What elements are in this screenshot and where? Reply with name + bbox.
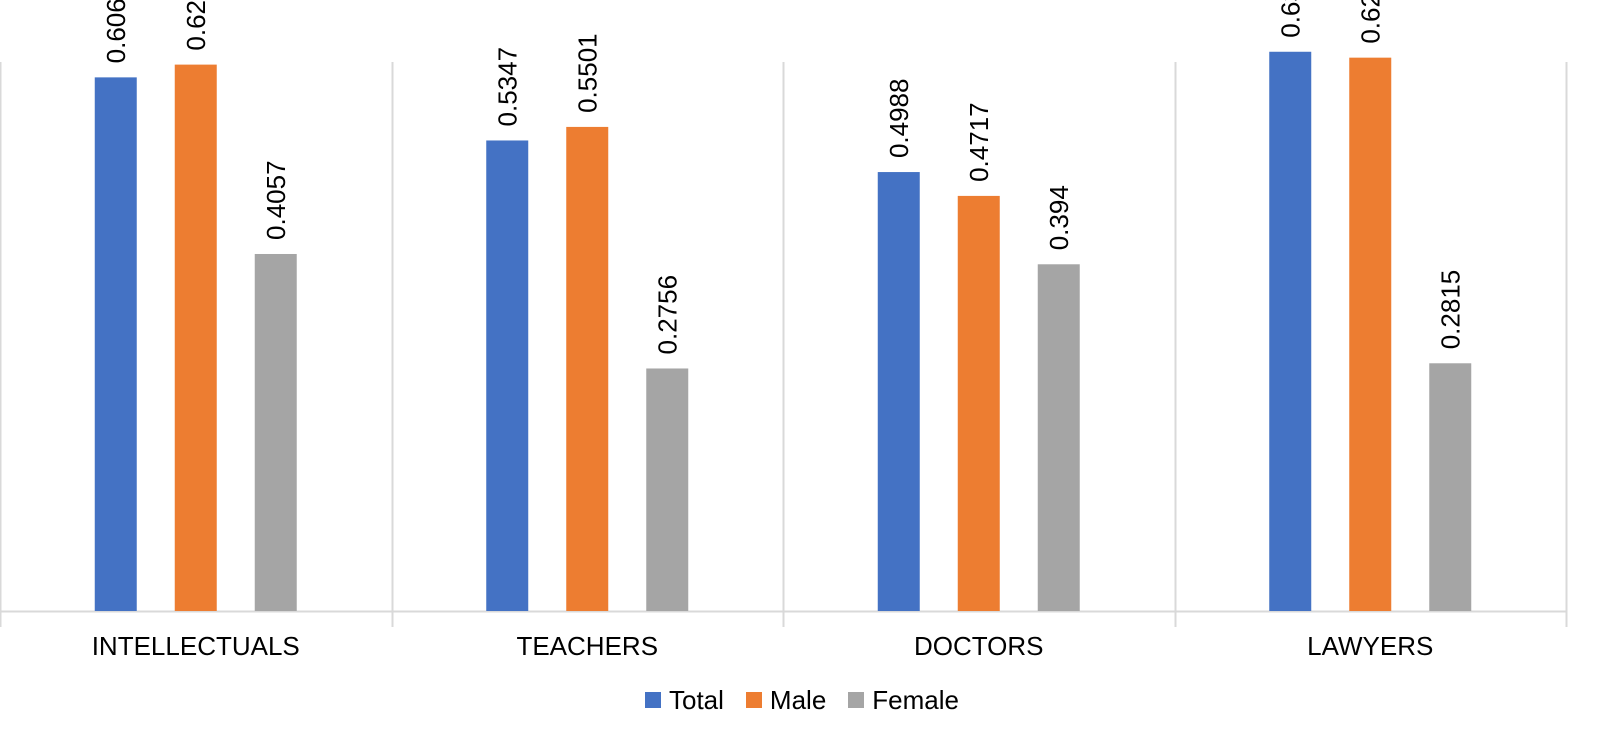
data-label-female-teachers: 0.2756: [652, 275, 682, 355]
legend-swatch-female: [848, 692, 865, 708]
legend-label-male: Male: [769, 684, 827, 715]
category-tick-label: TEACHERS: [516, 631, 658, 661]
legend-swatch-male: [745, 692, 762, 708]
data-label-female-intellectuals: 0.4057: [261, 160, 291, 240]
bar-male-lawyers: [1349, 57, 1392, 611]
bar-total-lawyers: [1269, 51, 1312, 611]
legend-item-total: Total: [645, 685, 724, 716]
bar-male-intellectuals: [174, 64, 217, 611]
data-label-male-lawyers: 0.6288: [1355, 0, 1385, 44]
bar-total-teachers: [486, 140, 529, 612]
category-tick-labels: INTELLECTUALS TEACHERS DOCTORS LAWYERS: [92, 631, 1434, 661]
category-tick-label: INTELLECTUALS: [92, 631, 300, 661]
legend-label-total: Total: [669, 684, 724, 715]
data-label-total-intellectuals: 0.6064: [101, 0, 131, 63]
data-label-total-teachers: 0.5347: [492, 47, 522, 127]
bars: [94, 51, 1472, 612]
bar-total-intellectuals: [94, 77, 137, 612]
legend-item-male: Male: [745, 684, 827, 716]
data-label-total-lawyers: 0.6355: [1275, 0, 1305, 38]
category-dividers: [0, 62, 1568, 627]
data-label-female-lawyers: 0.2815: [1435, 270, 1465, 350]
data-label-female-doctors: 0.394: [1044, 185, 1074, 250]
bar-male-teachers: [566, 126, 609, 612]
legend-label-female: Female: [872, 684, 959, 715]
bar-female-doctors: [1037, 264, 1080, 611]
legend-swatch-total: [645, 692, 661, 708]
data-label-male-teachers: 0.5501: [572, 33, 602, 113]
legend-item-female: Female: [848, 685, 959, 716]
bar-total-doctors: [877, 172, 920, 611]
data-labels: 0.6064 0.6209 0.4057 0.5347 0.5501 0.2756 0.49…: [101, 0, 1466, 354]
bar-female-intellectuals: [254, 253, 297, 611]
legend: Total Male Female: [0, 682, 1604, 718]
bar-male-doctors: [957, 195, 1000, 612]
data-label-male-intellectuals: 0.6209: [181, 0, 211, 51]
category-tick-label: DOCTORS: [914, 631, 1044, 661]
category-tick-label: LAWYERS: [1307, 631, 1433, 661]
data-label-total-doctors: 0.4988: [884, 79, 914, 159]
bar-female-teachers: [646, 368, 689, 611]
bar-female-lawyers: [1429, 363, 1472, 611]
data-label-male-doctors: 0.4717: [964, 102, 994, 182]
